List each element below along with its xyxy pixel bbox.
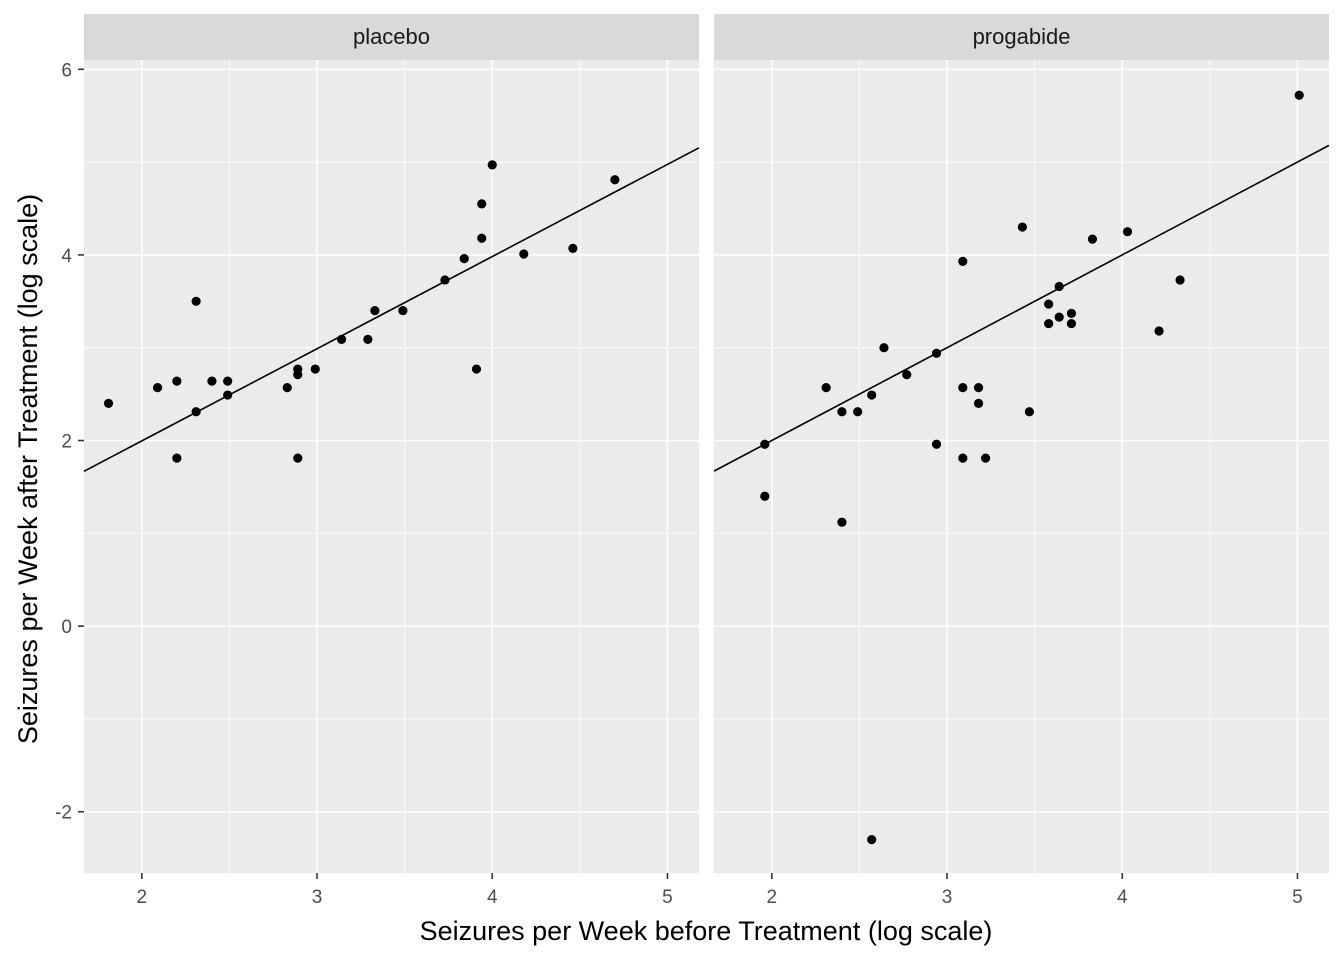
data-point <box>1044 299 1054 309</box>
data-point <box>1024 407 1034 417</box>
data-point <box>1175 275 1185 285</box>
data-point <box>1054 312 1064 322</box>
data-point <box>282 383 292 393</box>
data-point <box>363 334 373 344</box>
data-point <box>837 517 847 527</box>
data-point <box>568 243 578 254</box>
data-point <box>440 275 450 285</box>
data-point <box>1054 281 1064 292</box>
x-tick-label: 3 <box>942 887 953 908</box>
x-axis: 2 3 4 5 2 3 4 5 <box>137 873 1303 908</box>
data-point <box>191 407 201 417</box>
x-axis-title: Seizures per Week before Treatment (log … <box>420 916 993 946</box>
y-tick-label: -2 <box>55 803 72 824</box>
x-tick-label: 4 <box>1117 887 1128 908</box>
data-point <box>487 160 497 170</box>
x-tick-label: 3 <box>312 887 323 908</box>
data-point <box>1066 308 1077 318</box>
data-point <box>931 439 942 449</box>
data-point <box>958 256 968 266</box>
facet-panel-placebo: placebo <box>83 14 700 873</box>
data-point <box>191 296 201 306</box>
y-tick-label: 6 <box>61 60 72 81</box>
y-tick-label: 4 <box>61 246 72 267</box>
x-tick-label: 5 <box>1292 887 1303 908</box>
regression-line <box>713 144 1330 472</box>
data-point <box>980 453 991 463</box>
facet-strip-label: placebo <box>353 24 430 49</box>
data-point <box>1017 222 1027 232</box>
data-point <box>973 398 984 408</box>
data-point <box>207 376 217 386</box>
data-point <box>1044 318 1054 329</box>
data-point <box>459 254 469 264</box>
x-tick-label: 2 <box>137 887 148 908</box>
panel-background <box>714 60 1329 873</box>
data-point <box>519 249 529 259</box>
data-point <box>103 398 114 408</box>
panel-background <box>84 60 699 873</box>
data-point <box>821 383 831 393</box>
facet-panel-progabide: progabide <box>713 14 1330 873</box>
data-point <box>867 834 877 845</box>
data-point <box>152 383 163 393</box>
data-point <box>310 364 320 374</box>
y-axis: -2 0 2 4 6 <box>55 60 84 824</box>
data-point <box>1087 234 1098 244</box>
data-point <box>867 390 877 400</box>
y-tick-label: 0 <box>61 617 72 638</box>
data-point <box>902 370 912 380</box>
y-axis-title: Seizures per Week after Treatment (log s… <box>13 194 43 744</box>
facet-strip <box>714 14 1329 60</box>
data-point <box>477 199 487 209</box>
data-point <box>958 453 968 463</box>
x-tick-label: 5 <box>662 887 673 908</box>
data-point <box>879 343 889 353</box>
data-point <box>760 439 770 449</box>
facet-panels: placebo progabide <box>83 14 1330 873</box>
facet-strip <box>84 14 699 60</box>
x-tick-label: 4 <box>487 887 498 908</box>
data-point <box>293 453 303 463</box>
data-point <box>837 407 847 417</box>
data-point <box>1294 90 1304 100</box>
data-point <box>973 383 984 393</box>
regression-line <box>83 147 700 473</box>
data-point <box>172 453 182 463</box>
data-point <box>1154 326 1164 336</box>
data-point <box>336 334 347 344</box>
x-tick-label: 2 <box>767 887 778 908</box>
data-point <box>293 370 303 380</box>
data-point <box>1122 227 1133 237</box>
data-point <box>760 491 770 501</box>
facet-strip-label: progabide <box>973 24 1071 49</box>
data-point <box>958 383 968 393</box>
data-point <box>223 390 233 400</box>
data-point <box>471 364 482 374</box>
data-point <box>610 175 620 185</box>
data-point <box>477 233 487 243</box>
data-point <box>853 407 863 417</box>
data-point <box>223 376 233 386</box>
data-point <box>172 376 182 386</box>
data-point <box>931 348 942 358</box>
data-point <box>398 305 408 316</box>
data-point <box>1066 318 1077 329</box>
y-tick-label: 2 <box>61 432 72 453</box>
data-point <box>370 305 380 316</box>
